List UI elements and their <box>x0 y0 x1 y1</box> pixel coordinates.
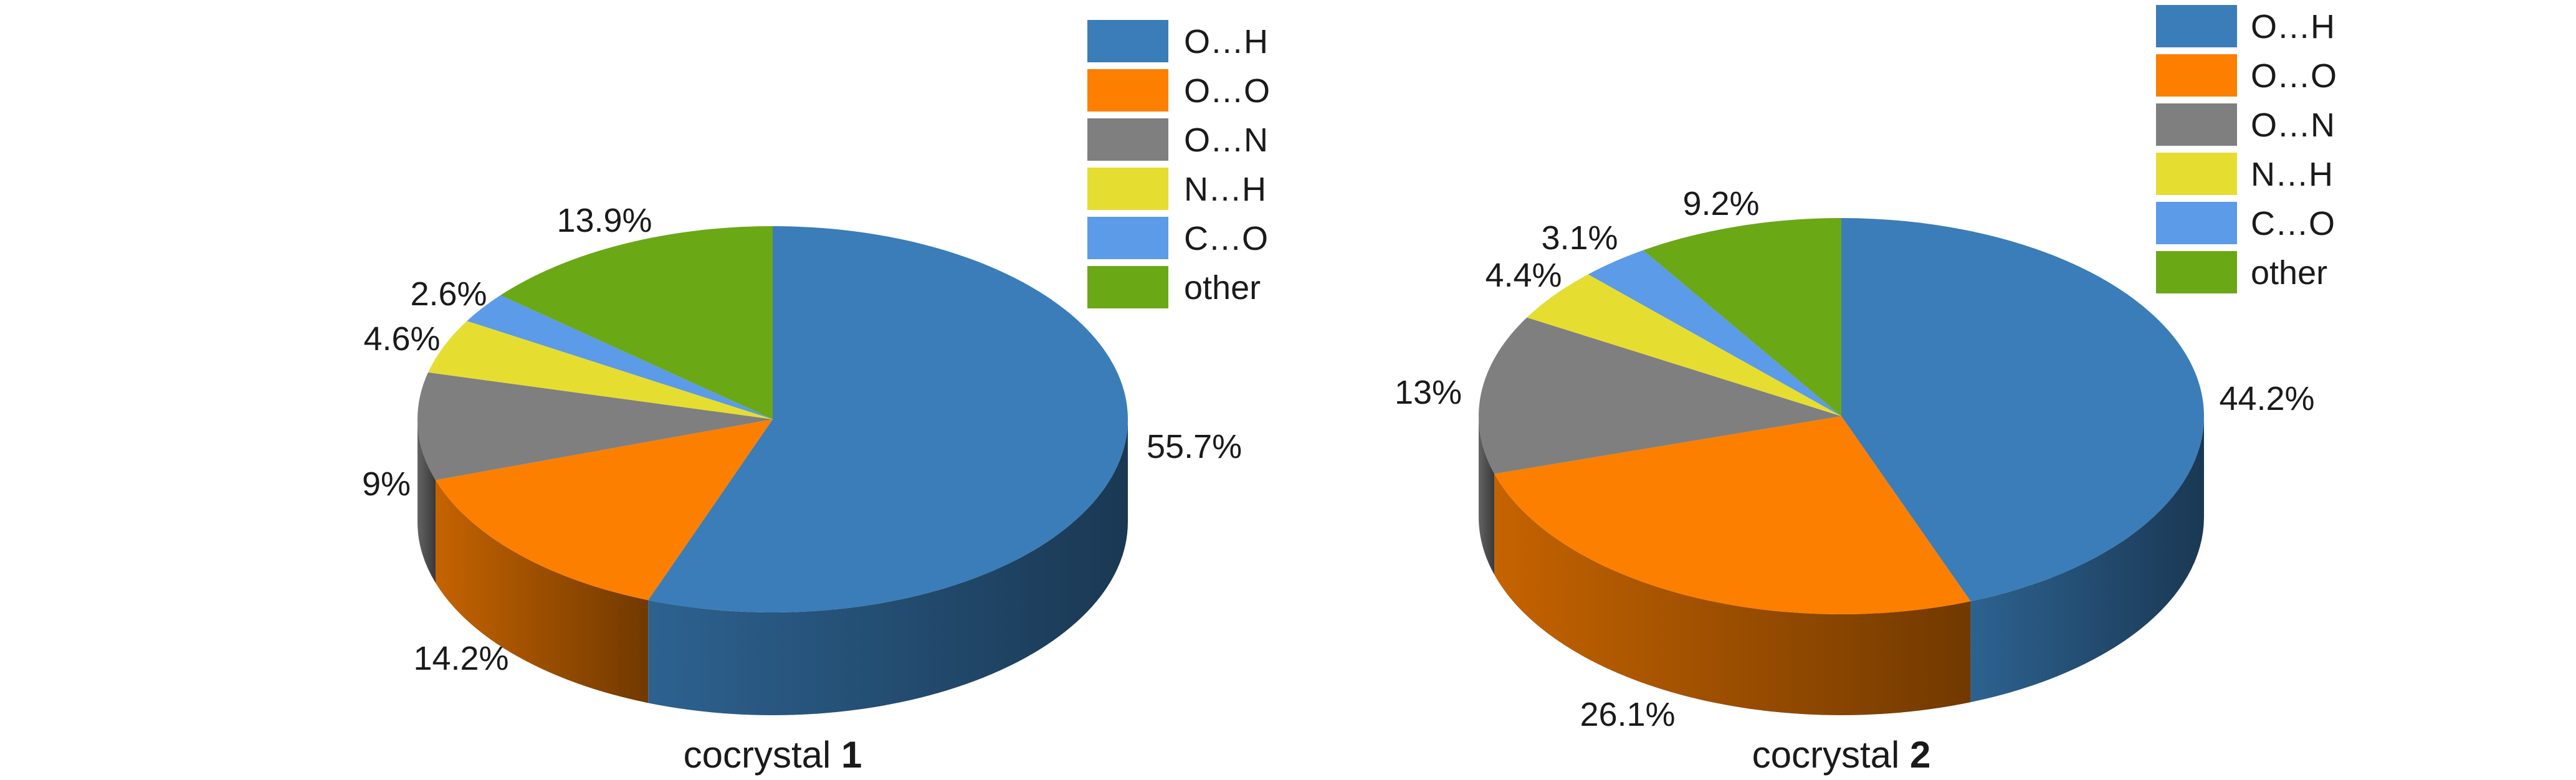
value-label-1-6: 13.9% <box>556 202 652 239</box>
legend-swatch-2-2 <box>2156 54 2237 97</box>
legend-swatch-1-6 <box>1087 266 1168 308</box>
pie-slice-1-5 <box>467 295 773 419</box>
legend-swatch-2-3 <box>2156 103 2237 146</box>
value-label-2-4: 4.4% <box>1485 257 1562 294</box>
legend-label-2-6: other <box>2251 254 2327 292</box>
pie-side-wall-1-2 <box>436 480 649 703</box>
caption-prefix-2: cocrystal <box>1752 734 1910 776</box>
chart-caption-2: cocrystal 2 <box>1752 734 1931 776</box>
legend-label-1-2: O…O <box>1184 72 1270 110</box>
pie-value-labels-2: 44.2% 26.1% 13% 4.4%3.1% 9.2% <box>1395 185 2315 733</box>
legend-swatch-1-4 <box>1087 168 1168 210</box>
pie-side-wall-2-3 <box>1479 416 1495 575</box>
legend-label-1-3: O…N <box>1184 121 1268 159</box>
pie-slice-2-1 <box>1841 218 2204 602</box>
pie-side-wall-1-3 <box>417 419 436 583</box>
pie-slice-1-1 <box>648 226 1128 612</box>
pie-slice-2-5 <box>1588 250 1841 416</box>
legend-swatch-2-4 <box>2156 153 2237 195</box>
caption-prefix-1: cocrystal <box>684 734 841 776</box>
value-label-1-2: 14.2% <box>413 640 508 677</box>
pie-sides-1 <box>417 419 1128 715</box>
pie-side-wall-2-2 <box>1494 473 1971 715</box>
pie-tops-1 <box>417 226 1128 612</box>
pie-slice-2-6 <box>1643 218 1841 416</box>
chart-cocrystal-2: 44.2% 26.1% 13% 4.4%3.1% 9.2% O…H O…O O…N N…H C…… <box>1395 5 2337 776</box>
legend-label-2-2: O…O <box>2251 57 2337 95</box>
caption-number-1: 1 <box>841 734 862 776</box>
legend-swatch-1-2 <box>1087 69 1168 112</box>
legend-swatch-1-3 <box>1087 118 1168 161</box>
chart-caption-1: cocrystal 1 <box>684 734 862 776</box>
legend-1: O…H O…O O…N N…H C…O other <box>1087 20 1270 308</box>
legend-label-2-4: N…H <box>2251 156 2333 193</box>
value-label-2-5: 3.1% <box>1541 219 1618 257</box>
value-label-1-1: 55.7% <box>1147 428 1242 465</box>
pie-sides-2 <box>1479 416 2204 715</box>
pie-side-wall-1-1 <box>648 419 1128 715</box>
legend-swatch-1-1 <box>1087 20 1168 62</box>
value-label-1-4: 4.6% <box>363 320 440 358</box>
value-label-2-1: 44.2% <box>2219 380 2314 417</box>
pie-slice-1-6 <box>500 226 773 419</box>
value-label-1-5: 2.6% <box>410 275 487 313</box>
pie-slice-2-2 <box>1494 416 1971 614</box>
legend-label-1-1: O…H <box>1184 23 1268 60</box>
legend-label-1-4: N…H <box>1184 171 1266 208</box>
pie-slice-1-4 <box>428 321 773 419</box>
caption-number-2: 2 <box>1910 734 1930 776</box>
pie-slice-2-4 <box>1527 274 1841 416</box>
value-label-2-3: 13% <box>1395 374 1462 411</box>
value-label-2-2: 26.1% <box>1580 696 1675 733</box>
legend-label-2-1: O…H <box>2251 8 2335 45</box>
legend-2: O…H O…O O…N N…H C…O other <box>2156 5 2337 293</box>
chart-cocrystal-1: 55.7% 14.2% 9% 4.6% 2.6% 13.9% O…H O…O O…N N…H C…… <box>362 20 1270 776</box>
pie-tops-2 <box>1478 218 2204 614</box>
legend-label-2-3: O…N <box>2251 107 2335 144</box>
value-label-1-3: 9% <box>362 465 411 503</box>
legend-swatch-2-5 <box>2156 202 2237 244</box>
pie-slice-2-3 <box>1478 317 1841 474</box>
value-label-2-6: 9.2% <box>1682 185 1759 222</box>
legend-swatch-2-6 <box>2156 251 2237 293</box>
pie-value-labels-1: 55.7% 14.2% 9% 4.6% 2.6% 13.9% <box>362 202 1242 677</box>
legend-swatch-1-5 <box>1087 217 1168 259</box>
legend-swatch-2-1 <box>2156 5 2237 47</box>
pie-slice-1-3 <box>417 372 773 480</box>
legend-label-2-5: C…O <box>2251 205 2335 242</box>
pie-side-wall-2-1 <box>1970 416 2204 703</box>
legend-label-1-6: other <box>1184 269 1261 307</box>
pie-slice-1-2 <box>436 419 773 601</box>
legend-label-1-5: C…O <box>1184 220 1268 257</box>
